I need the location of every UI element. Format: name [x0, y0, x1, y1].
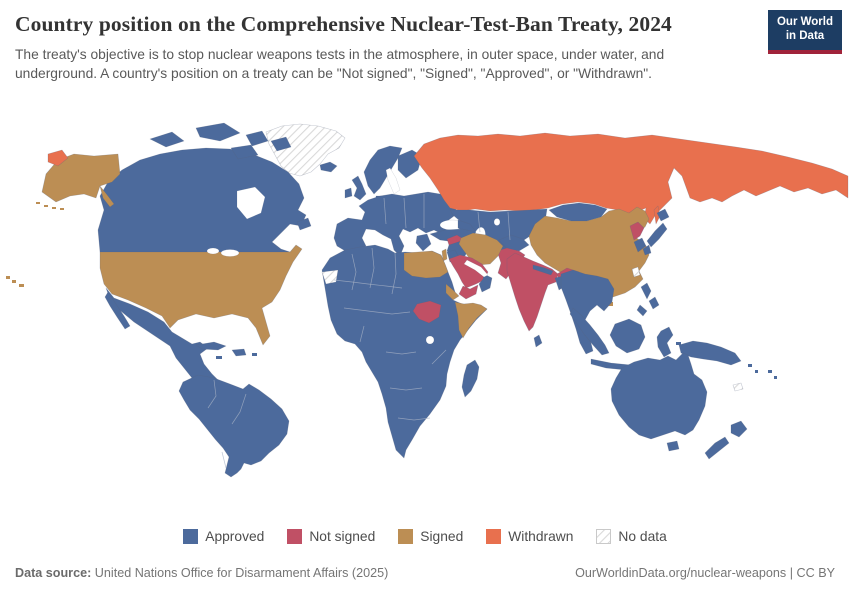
owid-logo-line2: in Data — [785, 30, 825, 43]
country-iceland[interactable] — [319, 161, 338, 173]
country-philippines[interactable] — [636, 282, 660, 317]
hudson-bay — [236, 186, 266, 220]
chart-title: Country position on the Comprehensive Nu… — [15, 12, 672, 36]
canada-arctic-islands[interactable] — [149, 131, 185, 148]
chart-header: Country position on the Comprehensive Nu… — [15, 12, 765, 83]
canada-newfoundland[interactable] — [296, 217, 312, 231]
owid-logo[interactable]: Our World in Data — [768, 10, 842, 54]
region-indochina[interactable] — [560, 269, 615, 355]
russia-chukotka-tip[interactable] — [47, 149, 69, 167]
region-eritrea-djibouti[interactable] — [445, 283, 460, 301]
persian-gulf — [463, 259, 489, 278]
island-new-guinea[interactable] — [678, 340, 742, 366]
country-egypt[interactable] — [403, 250, 449, 279]
lake-victoria — [425, 335, 435, 345]
continent-europe — [319, 145, 465, 262]
country-australia[interactable] — [610, 352, 708, 440]
island-jamaica[interactable] — [216, 356, 222, 359]
country-south-korea[interactable] — [633, 237, 647, 253]
legend-item-no-data[interactable]: No data — [596, 529, 667, 544]
region-scandinavia[interactable] — [363, 145, 403, 195]
island-new-caledonia[interactable] — [732, 382, 744, 392]
country-greenland[interactable] — [265, 123, 346, 177]
usa-alaska-panhandle[interactable] — [99, 185, 115, 208]
country-israel[interactable] — [441, 248, 448, 262]
country-russia[interactable] — [413, 132, 849, 225]
country-uk[interactable] — [351, 175, 367, 201]
country-nepal[interactable] — [532, 264, 554, 276]
country-yemen[interactable] — [458, 284, 479, 300]
country-somalia[interactable] — [454, 301, 488, 339]
country-oman[interactable] — [478, 273, 493, 293]
island-hispaniola[interactable] — [231, 348, 247, 357]
region-south-america[interactable] — [178, 374, 290, 478]
legend-item-approved[interactable]: Approved — [183, 529, 264, 544]
country-madagascar[interactable] — [461, 359, 480, 398]
continent-north-america — [6, 122, 312, 401]
australia-tasmania[interactable] — [666, 440, 680, 452]
legend-label: No data — [618, 529, 667, 544]
country-greece[interactable] — [415, 233, 432, 252]
usa-aleutian-islands — [36, 202, 64, 210]
license-text: | CC BY — [786, 566, 835, 580]
great-lakes — [220, 249, 240, 257]
footer-credits: OurWorldinData.org/nuclear-weapons | CC … — [575, 566, 835, 580]
legend-swatch-not-signed — [287, 529, 303, 544]
legend-swatch-approved — [183, 529, 199, 544]
country-sri-lanka[interactable] — [533, 334, 543, 348]
pacific-islands — [748, 364, 777, 379]
country-north-korea[interactable] — [629, 221, 645, 241]
legend-swatch-signed — [398, 529, 414, 544]
country-taiwan[interactable] — [631, 266, 641, 278]
country-south-sudan[interactable] — [412, 300, 442, 324]
country-borders — [207, 194, 511, 469]
legend-item-signed[interactable]: Signed — [398, 529, 463, 544]
island-sumatra[interactable] — [569, 307, 610, 356]
legend-label: Signed — [420, 529, 464, 544]
great-lakes — [206, 247, 220, 255]
legend: Approved Not signed Signed Withdrawn No … — [0, 529, 850, 544]
country-japan[interactable] — [642, 208, 670, 256]
country-usa[interactable] — [99, 244, 303, 346]
legend-label: Withdrawn — [508, 529, 574, 544]
legend-label: Approved — [205, 529, 265, 544]
country-mongolia[interactable] — [548, 202, 608, 222]
country-canada[interactable] — [97, 147, 307, 253]
chart-footer: Data source: United Nations Office for D… — [15, 566, 835, 580]
data-source-text: United Nations Office for Disarmament Af… — [91, 566, 389, 580]
island-puerto-rico[interactable] — [252, 353, 257, 356]
usa-hawaii[interactable] — [6, 276, 24, 287]
owid-logo-line1: Our World — [776, 16, 833, 28]
world-map[interactable] — [0, 112, 850, 520]
data-source: Data source: United Nations Office for D… — [15, 566, 388, 580]
mexico-baja[interactable] — [104, 291, 131, 330]
canada-arctic-islands[interactable] — [270, 136, 292, 152]
baltic-sea — [385, 167, 401, 195]
legend-item-withdrawn[interactable]: Withdrawn — [486, 529, 573, 544]
region-europe-mainland[interactable] — [333, 191, 458, 257]
owid-link[interactable]: OurWorldinData.org/nuclear-weapons — [575, 566, 787, 580]
island-sulawesi[interactable] — [656, 326, 674, 358]
continent-africa — [321, 244, 488, 459]
aral-sea — [493, 218, 501, 226]
canada-arctic-islands[interactable] — [195, 122, 241, 142]
data-source-label: Data source: — [15, 566, 92, 580]
country-saudi-arabia[interactable] — [448, 254, 489, 289]
legend-swatch-no-data — [596, 529, 612, 544]
legend-item-not-signed[interactable]: Not signed — [287, 529, 375, 544]
chart-subtitle: The treaty's objective is to stop nuclea… — [15, 46, 665, 81]
legend-label: Not signed — [309, 529, 376, 544]
country-iran[interactable] — [458, 232, 504, 266]
canada-arctic-islands[interactable] — [230, 144, 259, 160]
country-new-zealand[interactable] — [704, 420, 748, 460]
canada-arctic-islands[interactable] — [245, 130, 269, 147]
region-southeast-asia-oceania — [560, 269, 777, 460]
island-borneo[interactable] — [609, 318, 646, 354]
country-ireland[interactable] — [344, 187, 353, 199]
legend-swatch-withdrawn — [486, 529, 502, 544]
region-western-sahara[interactable] — [321, 269, 339, 285]
country-cuba[interactable] — [195, 341, 227, 351]
